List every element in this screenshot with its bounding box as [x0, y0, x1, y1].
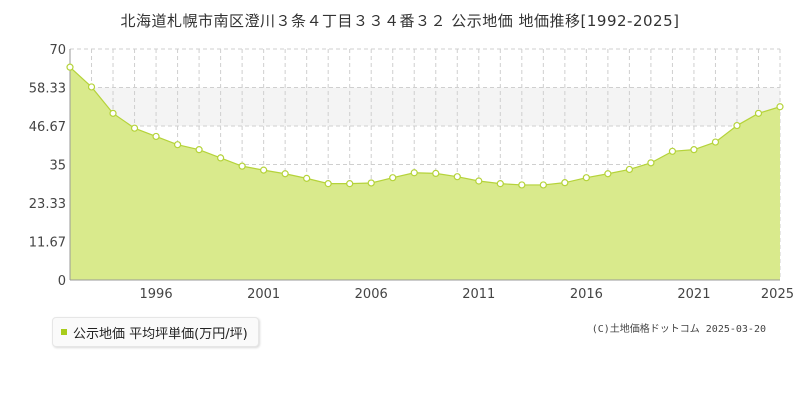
data-point [367, 179, 375, 187]
x-tick-label: 2016 [570, 287, 603, 302]
x-tick-label: 2025 [761, 287, 794, 302]
data-point [109, 109, 117, 117]
copyright-credit: (C)土地価格ドットコム 2025-03-20 [591, 324, 766, 335]
data-point [410, 169, 418, 177]
x-tick-label: 1996 [140, 287, 173, 302]
x-tick-label: 2011 [462, 287, 495, 302]
data-point [453, 173, 461, 181]
data-point [539, 181, 547, 189]
axes [69, 49, 780, 281]
series-area [69, 66, 781, 281]
legend-swatch [61, 329, 67, 335]
data-point [668, 147, 677, 155]
x-tick-labels: 1996 2001 2006 2011 2016 2021 2025 [140, 287, 794, 302]
data-point [173, 141, 182, 149]
legend: 公示地価 平均坪単価(万円/坪) [52, 317, 259, 347]
series-line [69, 66, 781, 186]
chart-title: 北海道札幌市南区澄川３条４丁目３３４番３２ 公示地価 地価推移[1992-202… [120, 12, 680, 30]
data-point [130, 124, 139, 132]
y-tick-label: 70 [49, 43, 66, 58]
data-point [389, 174, 397, 182]
y-tick-label: 35 [49, 159, 66, 174]
data-point [432, 169, 440, 178]
data-point [733, 121, 741, 130]
data-point [66, 63, 74, 71]
data-point [475, 177, 483, 185]
legend-label: 公示地価 平均坪単価(万円/坪) [73, 326, 248, 342]
data-point [582, 174, 590, 182]
x-tick-label: 2006 [355, 287, 388, 302]
y-tick-label: 0 [58, 274, 66, 289]
y-tick-label: 46.67 [29, 120, 66, 135]
y-tick-label: 11.67 [29, 235, 66, 250]
data-point [152, 132, 160, 141]
data-point [303, 174, 311, 182]
data-point [754, 109, 763, 117]
x-tick-label: 2001 [247, 287, 280, 302]
highlight-band [70, 87, 780, 126]
data-point [496, 180, 504, 188]
data-point [625, 165, 633, 174]
data-point [238, 162, 246, 170]
data-point [690, 146, 698, 154]
data-point [518, 181, 526, 189]
data-point [217, 154, 225, 162]
y-tick-labels: 0 11.67 23.33 35 46.67 58.33 70 [29, 43, 66, 289]
data-point [87, 83, 96, 91]
data-point [346, 180, 354, 188]
data-point [260, 166, 268, 174]
data-point [561, 179, 569, 187]
data-point [711, 138, 720, 146]
data-points [66, 63, 784, 189]
y-tick-label: 23.33 [29, 197, 66, 212]
data-point [776, 103, 784, 111]
data-point [647, 159, 655, 167]
data-point [281, 170, 289, 178]
band-rect [70, 87, 780, 126]
data-point [195, 146, 203, 154]
data-point [324, 180, 332, 188]
y-tick-label: 58.33 [29, 82, 66, 97]
x-tick-label: 2021 [677, 287, 710, 302]
data-point [604, 170, 612, 178]
